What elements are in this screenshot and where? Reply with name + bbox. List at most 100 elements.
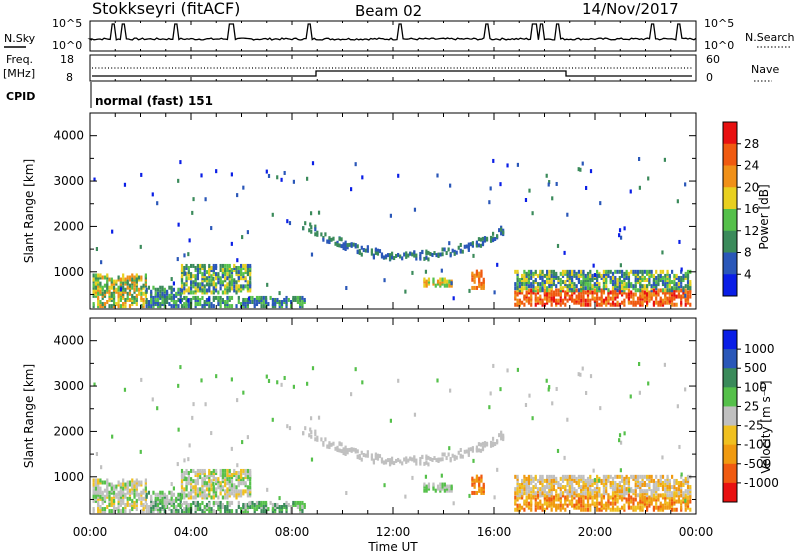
velocity-cell — [636, 483, 640, 488]
velocity-cell — [686, 480, 690, 485]
velocity-cell — [228, 493, 231, 498]
velocity-cell — [246, 468, 250, 473]
velocity-cell — [616, 487, 619, 492]
velocity-cell — [559, 503, 562, 508]
power-cell — [214, 263, 218, 268]
power-cell — [639, 302, 642, 307]
power-cell — [403, 252, 406, 257]
velocity-cell — [135, 488, 138, 493]
power-cell — [561, 300, 565, 305]
velocity-cell — [415, 458, 418, 463]
velocity-cell — [296, 505, 299, 510]
velocity-cell — [294, 500, 297, 505]
power-cell — [577, 300, 581, 305]
power-cell — [110, 285, 113, 290]
velocity-cell — [485, 441, 489, 446]
power-cell — [424, 269, 428, 274]
power-cell — [630, 269, 633, 274]
power-cell — [573, 282, 576, 287]
velocity-cell — [203, 505, 206, 510]
velocity-cell — [135, 482, 138, 487]
velocity-cell — [97, 482, 100, 487]
velocity-cell — [534, 507, 537, 512]
power-cell — [614, 280, 617, 285]
power-cell — [237, 295, 240, 300]
power-cell — [415, 256, 418, 261]
power-cell — [189, 286, 193, 291]
velocity-cell — [516, 491, 519, 496]
velocity-cell — [235, 477, 238, 482]
velocity-cell — [628, 488, 631, 493]
power-cell — [647, 176, 650, 181]
velocity-cell — [629, 394, 632, 399]
velocity-cell — [128, 488, 132, 493]
power-cell — [249, 263, 252, 268]
power-cell — [94, 277, 97, 282]
velocity-cell — [516, 493, 519, 498]
power-cell — [571, 288, 574, 293]
power-cell — [274, 297, 277, 302]
velocity-cell — [203, 473, 206, 478]
velocity-cell — [92, 488, 95, 493]
velocity-cell — [478, 476, 481, 481]
power-cell — [156, 304, 160, 309]
power-cell — [555, 284, 558, 289]
power-cell — [214, 282, 218, 287]
velocity-cell — [469, 447, 472, 452]
velocity-cell — [258, 502, 261, 507]
power-cell — [657, 292, 660, 297]
velocity-cell — [133, 488, 136, 493]
power-cell — [304, 221, 307, 226]
power-cell — [546, 275, 549, 280]
power-cell — [110, 281, 113, 286]
power-cell — [564, 290, 567, 295]
power-cell — [666, 288, 669, 293]
power-cell — [521, 273, 524, 278]
velocity-cell — [618, 483, 621, 488]
power-cell — [145, 300, 148, 305]
velocity-cell — [137, 482, 141, 487]
velocity-cell — [219, 483, 222, 488]
velocity-cell — [219, 491, 222, 496]
power-cell — [242, 286, 245, 291]
power-cell — [258, 297, 261, 302]
velocity-cell — [564, 501, 567, 506]
velocity-cell — [552, 501, 556, 506]
power-cell — [527, 296, 531, 301]
velocity-cell — [199, 502, 202, 507]
power-cell — [548, 290, 551, 295]
cpid-panel: CPID normal (fast) 151 — [6, 82, 213, 108]
power-cell — [185, 272, 188, 277]
velocity-cell — [555, 489, 558, 494]
velocity-cell — [301, 505, 304, 510]
velocity-cell — [230, 509, 234, 514]
power-cell — [564, 271, 567, 276]
velocity-cell — [228, 470, 231, 475]
velocity-cell — [530, 489, 533, 494]
power-cell — [106, 300, 109, 305]
velocity-cell — [668, 489, 671, 494]
velocity-cell — [92, 482, 95, 487]
power-cell — [628, 283, 631, 288]
velocity-cell — [647, 381, 650, 386]
velocity-cell — [336, 448, 339, 453]
power-cell — [103, 283, 107, 288]
velocity-cell — [150, 494, 153, 499]
velocity-cell — [163, 507, 166, 512]
velocity-cell — [101, 492, 104, 497]
velocity-cell — [185, 507, 188, 512]
velocity-cell — [404, 494, 407, 499]
power-cell — [559, 290, 562, 295]
power-cell — [140, 291, 143, 296]
velocity-cell — [684, 495, 687, 500]
power-cell — [602, 298, 606, 303]
power-cell — [516, 278, 519, 283]
velocity-cell — [344, 448, 347, 453]
velocity-cell — [249, 489, 252, 494]
power-cell — [224, 272, 227, 277]
velocity-cell — [316, 437, 319, 442]
power-cell — [260, 295, 263, 300]
velocity-cell — [534, 483, 537, 488]
velocity-cell — [475, 490, 479, 495]
velocity-cell — [532, 476, 535, 481]
